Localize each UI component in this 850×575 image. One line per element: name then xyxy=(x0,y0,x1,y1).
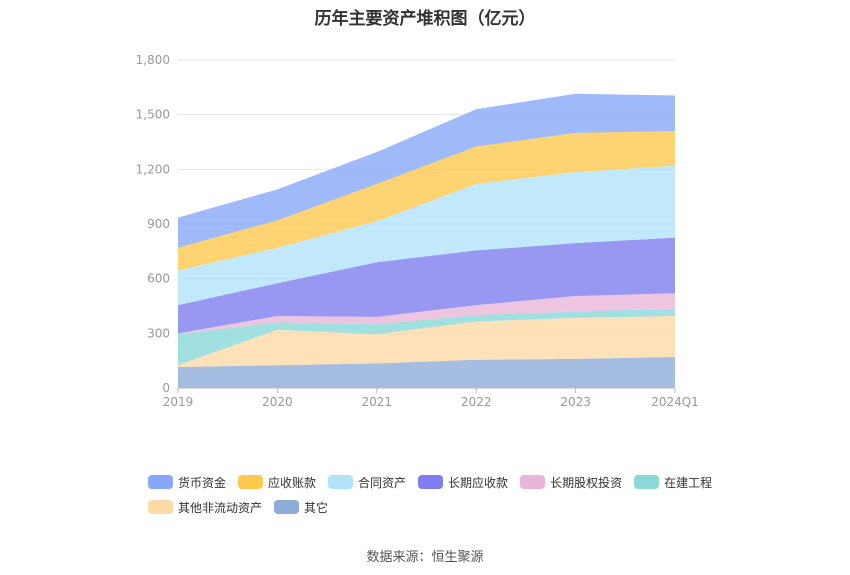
legend-swatch xyxy=(328,475,354,489)
legend-label: 长期应收款 xyxy=(448,475,509,490)
x-tick-label: 2019 xyxy=(163,395,194,409)
legend-item-contract-assets[interactable]: 合同资产 xyxy=(328,474,406,490)
chart-legend: 货币资金 应收账款 合同资产 长期应收款 长期股权投资 在建工程 其他非流动资产… xyxy=(148,474,748,515)
y-tick-label: 1,800 xyxy=(136,53,170,67)
legend-label: 其他非流动资产 xyxy=(178,500,263,515)
area-series xyxy=(178,316,675,368)
x-tick-label: 2020 xyxy=(262,395,293,409)
y-tick-label: 1,200 xyxy=(136,162,170,176)
y-tick-label: 1,500 xyxy=(136,108,170,122)
legend-label: 在建工程 xyxy=(664,475,713,490)
area-series xyxy=(178,357,675,388)
legend-label: 货币资金 xyxy=(178,475,227,490)
y-tick-label: 600 xyxy=(147,272,170,286)
y-tick-label: 0 xyxy=(162,381,170,395)
data-source: 数据来源：恒生聚源 xyxy=(366,550,484,565)
legend-item-other-noncurrent[interactable]: 其他非流动资产 xyxy=(148,499,262,515)
area-series xyxy=(178,131,675,271)
legend-swatch xyxy=(148,500,173,514)
legend-label: 长期股权投资 xyxy=(550,475,623,490)
legend-label: 合同资产 xyxy=(358,475,407,490)
area-series xyxy=(178,165,675,306)
x-tick-label: 2023 xyxy=(560,395,591,409)
legend-item-long-term-receivables[interactable]: 长期应收款 xyxy=(418,474,508,490)
x-tick-label: 2022 xyxy=(461,395,492,409)
legend-item-other[interactable]: 其它 xyxy=(274,499,328,515)
legend-swatch xyxy=(634,475,660,489)
x-tick-label: 2024Q1 xyxy=(651,395,699,409)
y-tick-label: 900 xyxy=(147,217,170,231)
legend-swatch xyxy=(418,475,444,489)
legend-swatch xyxy=(148,475,173,489)
legend-swatch xyxy=(520,475,546,489)
legend-item-receivables[interactable]: 应收账款 xyxy=(238,474,316,490)
chart-title: 历年主要资产堆积图（亿元） xyxy=(314,9,536,29)
x-tick-label: 2021 xyxy=(362,395,393,409)
legend-swatch xyxy=(274,500,300,514)
area-series xyxy=(178,93,675,248)
legend-swatch xyxy=(238,475,264,489)
area-series xyxy=(178,237,675,334)
legend-item-cash[interactable]: 货币资金 xyxy=(148,474,226,490)
legend-label: 其它 xyxy=(304,500,329,515)
area-series xyxy=(178,293,675,335)
legend-item-construction[interactable]: 在建工程 xyxy=(634,474,712,490)
legend-label: 应收账款 xyxy=(268,475,317,490)
legend-item-long-term-equity[interactable]: 长期股权投资 xyxy=(520,474,622,490)
area-series xyxy=(178,308,675,366)
y-tick-label: 300 xyxy=(147,326,170,340)
